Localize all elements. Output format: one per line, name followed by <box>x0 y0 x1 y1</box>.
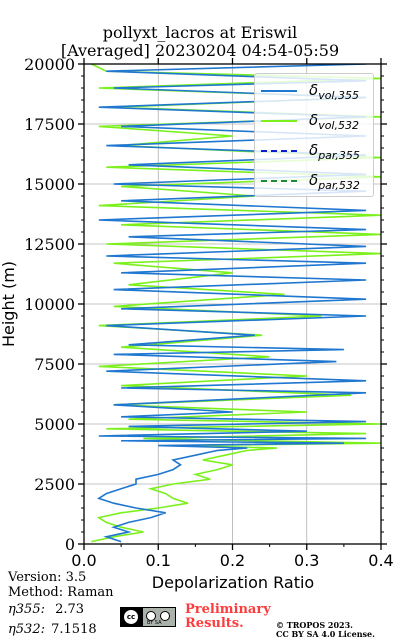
y-tick-label: 5000 <box>34 415 75 434</box>
y-tick-label: 2500 <box>34 475 75 494</box>
cc-logo-icon: cc <box>124 610 138 624</box>
eta532-label: η532: <box>8 622 45 637</box>
preliminary-line-2: Results. <box>185 616 244 631</box>
chart-subtitle: [Averaged] 20230204 04:54-05:59 <box>60 41 340 60</box>
x-tick-label: 0.3 <box>294 551 319 570</box>
cc-license-badge: cc BY SA <box>120 607 176 627</box>
series-line-vol-532 <box>91 64 381 543</box>
copyright-text: © TROPOS 2023. CC BY SA 4.0 License. <box>276 621 375 639</box>
legend: δvol,355 δvol,532 δpar,355 δpar,532 <box>254 73 374 197</box>
legend-label-par-532: δpar,532 <box>309 171 360 192</box>
y-tick-label: 15000 <box>24 175 75 194</box>
x-axis-label: Depolarization Ratio <box>152 573 314 592</box>
legend-line-vol-532 <box>261 120 297 122</box>
legend-line-par-355 <box>261 150 297 152</box>
legend-item-par-355: δpar,355 <box>261 138 371 164</box>
by-attribution-icon <box>146 611 156 621</box>
legend-label-vol-355: δvol,355 <box>309 81 359 102</box>
eta355-label: η355: <box>8 602 45 617</box>
eta355-row: η355: 2.73 <box>8 602 84 618</box>
method-text: Method: Raman <box>8 585 114 600</box>
y-tick-label: 10000 <box>24 295 75 314</box>
tick-layer: 0.0 0.1 0.2 0.3 0.4 0 2500 5000 7500 10000 12500 15… <box>24 55 394 570</box>
copyright-line-2: CC BY SA 4.0 License. <box>276 629 375 639</box>
preliminary-results-text: Preliminary Results. <box>185 603 271 631</box>
y-tick-label: 7500 <box>34 355 75 374</box>
cc-badge-sub: BY SA <box>147 620 162 626</box>
y-tick-label: 17500 <box>24 115 75 134</box>
y-axis-label: Height (m) <box>0 261 18 347</box>
y-tick-label: 0 <box>65 535 75 554</box>
legend-item-par-532: δpar,532 <box>261 168 371 194</box>
share-alike-icon <box>160 611 170 621</box>
legend-label-par-355: δpar,355 <box>309 141 360 162</box>
legend-item-vol-355: δvol,355 <box>261 78 371 104</box>
chart-title: pollyxt_lacros at Eriswil <box>102 23 298 42</box>
copyright-line-1: © TROPOS 2023. <box>276 620 353 630</box>
x-tick-label: 0.4 <box>368 551 393 570</box>
y-tick-label: 20000 <box>24 55 75 74</box>
version-text: Version: 3.5 <box>8 570 87 585</box>
x-tick-label: 0.1 <box>146 551 171 570</box>
preliminary-line-1: Preliminary <box>185 602 271 617</box>
legend-line-vol-355 <box>261 90 297 92</box>
legend-line-par-532 <box>261 180 297 182</box>
x-tick-label: 0.2 <box>220 551 245 570</box>
cc-badge-left: cc <box>121 608 143 626</box>
legend-item-vol-532: δvol,532 <box>261 108 371 134</box>
x-tick-label: 0.0 <box>71 551 96 570</box>
eta532-value: 7.1518 <box>51 622 97 637</box>
eta355-value: 2.73 <box>55 602 85 617</box>
eta532-row: η532: 7.1518 <box>8 622 97 638</box>
legend-label-vol-532: δvol,532 <box>309 111 359 132</box>
y-tick-label: 12500 <box>24 235 75 254</box>
